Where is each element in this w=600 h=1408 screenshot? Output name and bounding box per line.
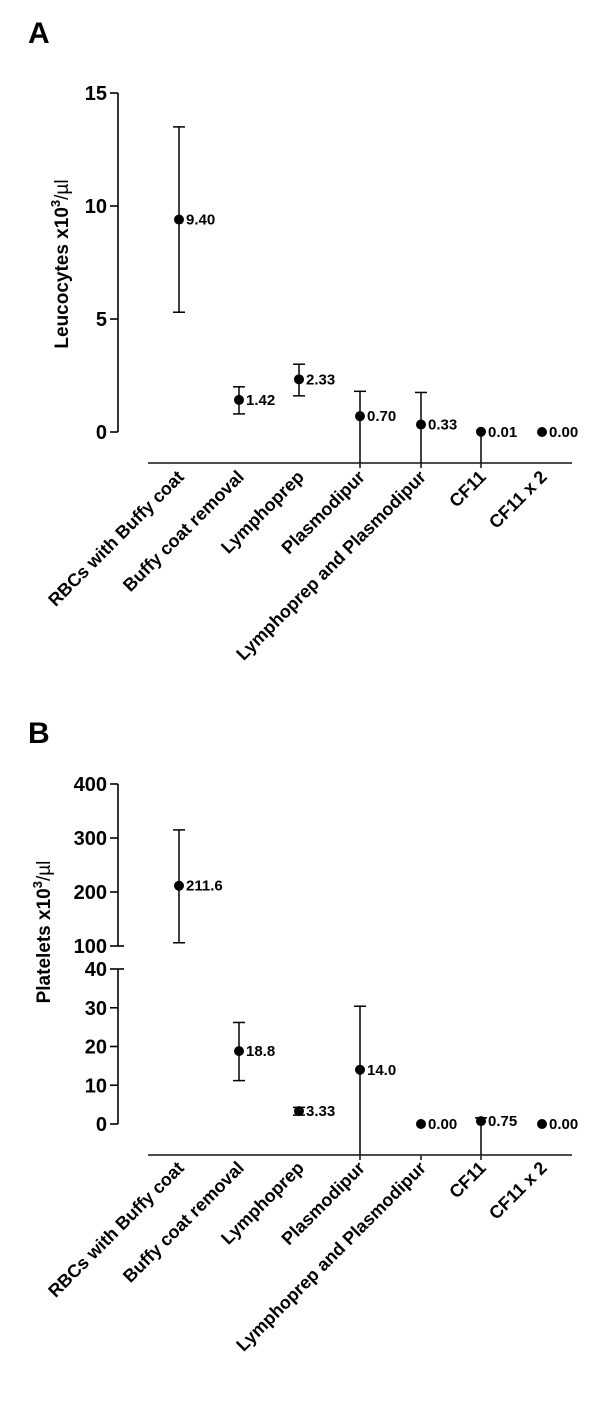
point-marker — [476, 426, 486, 437]
category-label: CF11 — [445, 1158, 490, 1203]
value-label: 0.00 — [428, 1116, 457, 1133]
value-label: 18.8 — [246, 1043, 275, 1060]
y-axis-title-leucocytes: Leucocytes x103/µl — [48, 179, 73, 348]
y-tick-label: 15 — [85, 83, 107, 105]
data-points-a: 9.40 1.42 2.33 0.70 0.33 0.01 0.00 — [173, 126, 578, 463]
point-marker — [294, 374, 304, 385]
point-marker — [416, 419, 426, 430]
y-axis-platelets: 100 200 300 400 0 10 20 30 40 — [74, 774, 124, 1136]
point-marker — [294, 1106, 304, 1117]
value-label: 1.42 — [246, 392, 275, 409]
value-label: 14.0 — [367, 1062, 396, 1079]
point-marker — [416, 1119, 426, 1129]
y-tick-label: 0 — [96, 422, 107, 444]
category-label: CF11 x 2 — [485, 1158, 551, 1224]
value-label: 3.33 — [306, 1103, 335, 1120]
data-point: 211.6 — [173, 829, 223, 944]
value-label: 0.70 — [367, 408, 396, 425]
y-axis-title: Platelets x103/µl — [30, 861, 55, 1004]
value-label: 211.6 — [186, 878, 223, 895]
point-marker — [537, 1119, 547, 1129]
point-marker — [174, 880, 184, 891]
point-marker — [355, 1064, 365, 1075]
point-marker — [174, 214, 184, 225]
point-marker — [355, 411, 365, 422]
value-label: 2.33 — [306, 371, 335, 388]
data-point: 0.00 — [416, 1116, 457, 1133]
point-marker — [537, 427, 547, 437]
value-label: 0.01 — [488, 424, 517, 441]
data-point: 3.33 — [293, 1103, 335, 1120]
point-marker — [234, 394, 244, 405]
data-point: 1.42 — [233, 386, 275, 415]
data-point: 9.40 — [173, 126, 215, 313]
y-tick-label: 5 — [96, 309, 107, 331]
y-tick-label: 0 — [96, 1114, 107, 1136]
data-point: 0.75 — [475, 1113, 517, 1155]
point-marker — [476, 1116, 486, 1127]
y-tick-label: 40 — [85, 959, 107, 981]
y-axis-leucocytes: 0 5 10 15 — [85, 83, 119, 444]
category-label: CF11 x 2 — [485, 467, 551, 533]
data-point: 0.00 — [537, 1116, 578, 1133]
y-axis-title-platelets: Platelets x103/µl — [30, 861, 55, 1004]
y-tick-label: 200 — [74, 882, 107, 904]
y-tick-label: 300 — [74, 828, 107, 850]
value-label: 0.33 — [428, 417, 457, 434]
y-axis-title: Leucocytes x103/µl — [48, 179, 73, 348]
value-label: 0.75 — [488, 1113, 517, 1130]
value-label: 9.40 — [186, 212, 215, 229]
y-tick-label: 20 — [85, 1037, 107, 1059]
y-tick-label: 10 — [85, 196, 107, 218]
data-point: 0.33 — [415, 391, 457, 463]
x-axis-a — [148, 462, 572, 468]
data-point: 0.01 — [476, 424, 517, 463]
data-points-b: 211.6 18.8 3.33 14.0 0.00 0.75 0.00 — [173, 829, 578, 1155]
panel-letter-b: B — [28, 717, 50, 750]
data-point: 0.70 — [354, 390, 396, 463]
panel-a: A 0 5 10 15 Leucocytes x103/µl 9.40 1.42 2.33… — [28, 17, 578, 664]
y-tick-label: 30 — [85, 998, 107, 1020]
value-label: 0.00 — [549, 424, 578, 441]
data-point: 14.0 — [354, 1005, 396, 1155]
panel-b: B 100 200 300 400 0 10 20 30 40 Platelets x103/µ… — [28, 717, 578, 1355]
point-marker — [234, 1046, 244, 1057]
panel-letter-a: A — [28, 17, 50, 50]
y-tick-label: 100 — [74, 936, 107, 958]
y-tick-label: 400 — [74, 774, 107, 796]
data-point: 2.33 — [293, 363, 335, 397]
x-axis-b — [148, 1154, 572, 1160]
data-point: 0.00 — [537, 424, 578, 441]
category-label: CF11 — [445, 467, 490, 512]
data-point: 18.8 — [233, 1021, 275, 1082]
value-label: 0.00 — [549, 1116, 578, 1133]
y-tick-label: 10 — [85, 1075, 107, 1097]
